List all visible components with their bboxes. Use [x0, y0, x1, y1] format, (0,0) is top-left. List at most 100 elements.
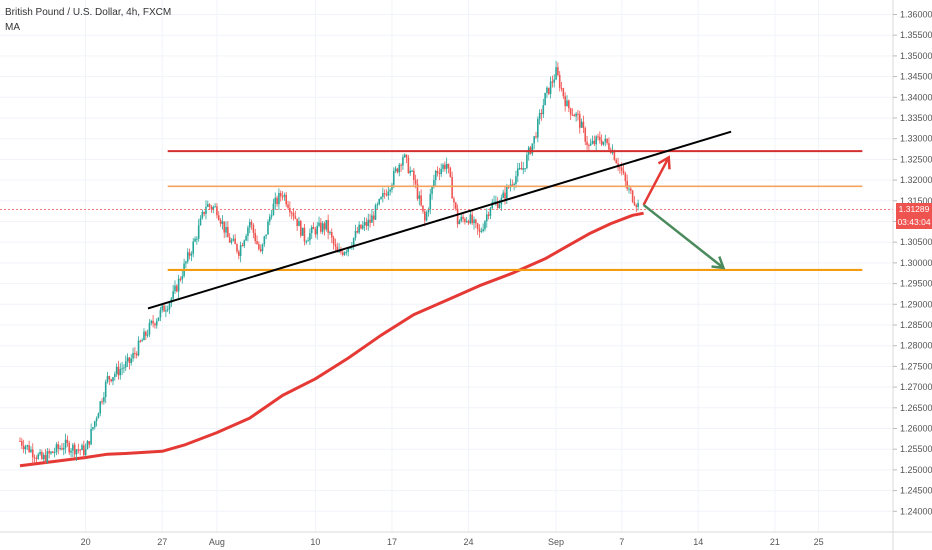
candle-down — [289, 207, 291, 213]
candle-up — [546, 87, 548, 93]
candle-down — [227, 227, 229, 238]
candle-up — [201, 211, 204, 219]
candle-down — [281, 196, 284, 198]
candle-up — [70, 450, 72, 453]
candle-down — [236, 244, 238, 252]
candle-down — [467, 221, 470, 224]
candle-down — [520, 168, 523, 170]
candle-down — [223, 221, 226, 233]
candle-up — [186, 252, 189, 262]
plot-background — [0, 0, 893, 532]
candle-up — [354, 231, 357, 238]
candle-up — [197, 225, 200, 239]
candle-up — [263, 236, 266, 245]
candle-down — [77, 449, 80, 451]
candle-down — [294, 216, 297, 219]
candle-down — [420, 195, 422, 206]
candle-up — [106, 376, 109, 382]
candle-down — [154, 323, 156, 326]
candle-up — [123, 367, 125, 369]
candle-up — [199, 218, 202, 226]
candle-up — [309, 233, 311, 241]
candle-down — [571, 114, 574, 116]
candle-up — [39, 451, 41, 455]
candle-up — [225, 227, 227, 233]
price-tick-label: 1.26000 — [900, 423, 932, 433]
candle-down — [487, 214, 490, 216]
candle-down — [369, 219, 371, 223]
candle-up — [418, 195, 421, 199]
candle-up — [177, 278, 180, 292]
candle-down — [108, 376, 111, 380]
candle-up — [207, 204, 209, 207]
candle-down — [19, 440, 21, 442]
last-price-tag: 1.31289 — [896, 202, 932, 216]
candle-down — [631, 190, 634, 202]
candle-up — [394, 168, 397, 171]
candle-up — [212, 206, 215, 210]
time-tick-label: 7 — [619, 537, 624, 547]
candle-down — [569, 108, 572, 115]
candle-up — [440, 168, 442, 175]
candle-down — [238, 251, 240, 256]
candle-down — [258, 244, 260, 250]
candle-up — [84, 449, 87, 456]
candle-down — [252, 224, 255, 233]
candle-up — [493, 201, 495, 203]
candle-down — [287, 204, 289, 208]
price-tick-label: 1.24000 — [900, 506, 932, 516]
candle-down — [334, 244, 337, 247]
candle-up — [352, 237, 355, 246]
candle-down — [438, 173, 441, 175]
candle-down — [407, 157, 410, 174]
time-tick-label: 27 — [157, 537, 167, 547]
candle-down — [57, 444, 60, 449]
countdown-tag: 03:43:04 — [896, 215, 932, 229]
candle-down — [558, 74, 561, 88]
candle-down — [110, 379, 112, 382]
candle-up — [469, 214, 472, 224]
candle-down — [216, 206, 218, 216]
candle-up — [371, 215, 373, 223]
candle-up — [307, 240, 309, 242]
candle-up — [425, 212, 428, 221]
candle-down — [400, 164, 402, 166]
candle-up — [391, 184, 393, 190]
candle-down — [61, 448, 63, 450]
candle-down — [88, 441, 91, 445]
candle-down — [562, 88, 565, 97]
candle-up — [157, 317, 160, 321]
candle-up — [538, 112, 541, 119]
candle-up — [115, 366, 118, 375]
candle-down — [210, 206, 213, 210]
candle-down — [356, 231, 359, 233]
time-tick-label: 10 — [310, 537, 320, 547]
candle-down — [360, 224, 362, 229]
price-tick-label: 1.31500 — [900, 196, 932, 206]
candle-up — [460, 216, 463, 221]
candle-up — [595, 136, 597, 145]
candle-up — [515, 176, 517, 185]
candle-up — [602, 141, 605, 145]
candle-down — [564, 96, 566, 107]
price-axis[interactable]: 1.24000 1.24500 1.25000 1.25500 1.26000 1.265… — [893, 9, 932, 516]
candle-up — [92, 427, 94, 430]
candle-down — [292, 212, 295, 217]
candle-down — [453, 198, 455, 203]
time-axis[interactable]: 20 27 Aug 10 17 24 Sep 7 14 21 25 — [81, 537, 824, 547]
candle-up — [221, 221, 224, 224]
candle-up — [95, 418, 98, 422]
price-tick-label: 1.26500 — [900, 403, 932, 413]
candle-down — [48, 451, 50, 454]
candle-up — [387, 191, 390, 196]
candle-up — [53, 452, 56, 454]
price-tick-label: 1.35500 — [900, 30, 932, 40]
candle-down — [290, 212, 293, 214]
time-tick-label: Aug — [209, 537, 225, 547]
candle-up — [482, 229, 484, 231]
candle-down — [551, 81, 554, 83]
candle-up — [55, 444, 58, 453]
candle-up — [168, 302, 171, 310]
candle-up — [185, 261, 187, 264]
